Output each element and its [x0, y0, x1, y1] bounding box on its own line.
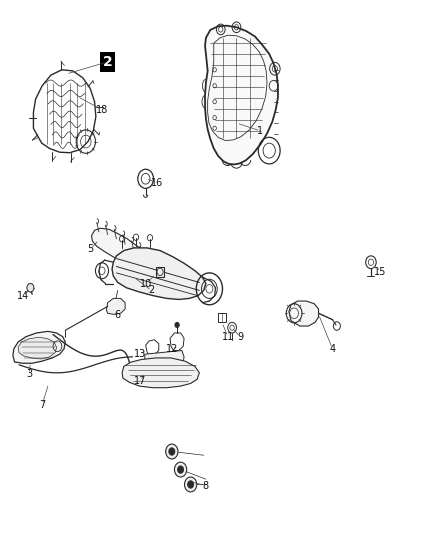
Text: 11: 11	[222, 332, 234, 342]
Circle shape	[27, 284, 34, 292]
Text: 13: 13	[134, 349, 147, 359]
Circle shape	[169, 448, 175, 455]
Circle shape	[177, 466, 184, 473]
Circle shape	[187, 481, 194, 488]
Text: 10: 10	[140, 279, 152, 288]
Text: 9: 9	[237, 332, 243, 342]
Polygon shape	[122, 358, 199, 387]
Text: 7: 7	[39, 400, 45, 410]
Text: 15: 15	[374, 267, 387, 277]
Polygon shape	[106, 298, 125, 314]
Polygon shape	[92, 228, 154, 273]
Polygon shape	[155, 266, 164, 277]
Polygon shape	[13, 332, 65, 364]
Text: 16: 16	[151, 177, 163, 188]
Polygon shape	[205, 26, 278, 165]
Text: 3: 3	[26, 369, 32, 379]
Text: 6: 6	[115, 310, 121, 320]
Polygon shape	[18, 337, 57, 359]
Polygon shape	[112, 248, 206, 300]
Circle shape	[184, 477, 197, 492]
Text: 5: 5	[87, 245, 93, 254]
Text: 14: 14	[17, 290, 29, 301]
Text: 2: 2	[103, 55, 113, 69]
Polygon shape	[289, 301, 318, 326]
Text: 2: 2	[148, 286, 155, 295]
Circle shape	[166, 444, 178, 459]
Text: 8: 8	[203, 481, 209, 490]
Circle shape	[175, 322, 179, 328]
Circle shape	[174, 462, 187, 477]
Text: 17: 17	[134, 376, 147, 386]
Text: 18: 18	[96, 104, 108, 115]
Text: 12: 12	[166, 344, 178, 354]
Text: 4: 4	[329, 344, 336, 354]
Text: 1: 1	[258, 126, 264, 136]
Polygon shape	[145, 351, 184, 365]
